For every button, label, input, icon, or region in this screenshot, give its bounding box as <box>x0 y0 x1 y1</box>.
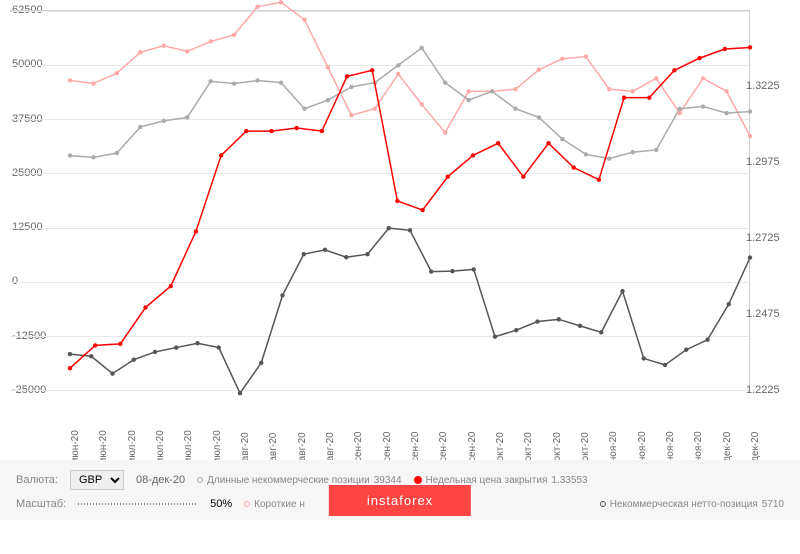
legend-marker-dark <box>600 501 606 507</box>
legend-net-label: Некоммерческая нетто-позиция <box>610 499 758 510</box>
legend-closing-price: Недельная цена закрытия 1.33553 <box>414 475 588 486</box>
legend-closing-value: 1.33553 <box>551 475 587 486</box>
y-tick-right: 1.2725 <box>746 232 780 244</box>
scale-label: Масштаб: <box>16 498 66 510</box>
legend-net-position: Некоммерческая нетто-позиция 5710 <box>600 499 784 510</box>
legend-closing-label: Недельная цена закрытия <box>426 475 548 486</box>
y-axis-right: 1.3225 1.2975 1.2725 1.2475 1.2225 <box>746 10 790 390</box>
x-axis: 23-июн-2030-июн-2007-июл-2014-июл-2021-и… <box>10 400 750 460</box>
y-tick-right: 1.2225 <box>746 384 780 396</box>
legend-net-value: 5710 <box>762 499 784 510</box>
currency-select[interactable]: GBP <box>70 470 124 490</box>
legend-marker-red <box>414 476 422 484</box>
legend-short-positions: Короткие н <box>244 499 305 510</box>
legend-long-positions: Длинные некоммерческие позиции 39344 <box>197 475 401 486</box>
y-tick-right: 1.3225 <box>746 80 780 92</box>
chart-svg <box>10 11 749 390</box>
legend-marker-gray <box>197 477 203 483</box>
date-text: 08-дек-20 <box>136 474 185 486</box>
banner: instaforex <box>329 485 471 516</box>
legend-short-label: Короткие н <box>254 499 305 510</box>
legend-long-label: Длинные некоммерческие позиции <box>207 475 370 486</box>
chart-area <box>10 10 750 390</box>
currency-label: Валюта: <box>16 474 58 486</box>
y-tick-right: 1.2975 <box>746 156 780 168</box>
footer: Валюта: GBP 08-дек-20 Длинные некоммерче… <box>0 460 800 520</box>
legend-marker-pink <box>244 501 250 507</box>
scale-slider[interactable] <box>78 503 198 505</box>
chart-container: 62500 50000 37500 25000 12500 0 -12500 -… <box>0 0 800 460</box>
y-tick-right: 1.2475 <box>746 308 780 320</box>
legend-long-value: 39344 <box>374 475 402 486</box>
scale-value: 50% <box>210 498 232 510</box>
gridline <box>10 390 749 391</box>
